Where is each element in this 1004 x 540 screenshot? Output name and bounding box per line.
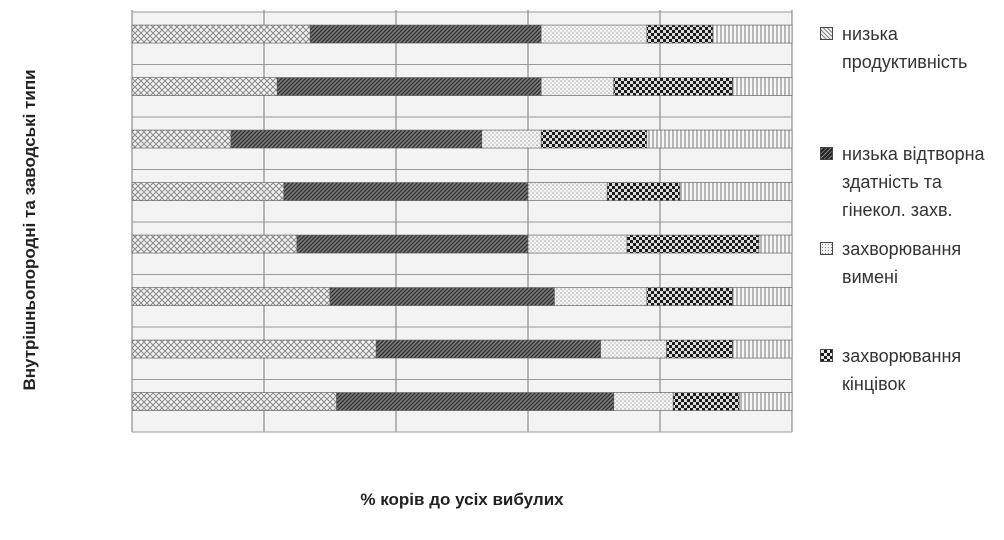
legend-label: низька відтворна здатність та гінекол. з… — [842, 144, 985, 220]
x-axis-label: % корів до усіх вибулих — [360, 490, 564, 509]
bar-segment-series-4-row-4 — [758, 234, 793, 254]
bar-segment-series-4-row-7 — [738, 392, 793, 411]
bar-segment-series-0-row-1 — [131, 77, 278, 96]
bar-segment-series-0-row-4 — [131, 234, 298, 254]
legend-label: захворювання вимені — [842, 239, 962, 287]
bars — [131, 24, 793, 411]
legend-swatch-dots — [820, 242, 833, 255]
bar-segment-series-0-row-2 — [131, 129, 232, 149]
legend-item-low-productivity: низька продуктивність — [820, 20, 1004, 76]
legend-item-udder: захворювання вимені — [820, 235, 1004, 291]
bar-segment-series-2-row-0 — [540, 24, 648, 44]
bar-segment-series-4-row-0 — [712, 24, 793, 44]
bar-segment-series-3-row-1 — [613, 77, 733, 96]
legend-label: низька продуктивність — [842, 24, 968, 72]
bar-segment-series-1-row-3 — [283, 182, 529, 201]
bar-segment-series-2-row-2 — [481, 129, 542, 149]
y-axis-label: Внутрішньопородні та заводські типи — [20, 69, 39, 391]
bar-segment-series-0-row-0 — [131, 24, 311, 44]
bar-segment-series-4-row-1 — [732, 77, 793, 96]
bar-segment-series-1-row-4 — [296, 234, 529, 254]
legend-item-limbs: захворювання кінцівок — [820, 342, 1004, 398]
legend-swatch-checker — [820, 349, 833, 362]
bar-segment-series-2-row-7 — [613, 392, 674, 411]
y-axis-label-wrap: Внутрішньопородні та заводські типи — [0, 0, 60, 460]
bar-segment-series-3-row-7 — [672, 392, 740, 411]
bar-segment-series-2-row-6 — [600, 339, 667, 359]
bar-segment-series-3-row-5 — [646, 287, 733, 306]
bar-segment-series-2-row-3 — [527, 182, 608, 201]
legend-item-reproduction: низька відтворна здатність та гінекол. з… — [820, 140, 1004, 224]
bar-segment-series-3-row-2 — [540, 129, 648, 149]
legend-swatch-diagonal — [820, 147, 833, 160]
bar-segment-series-3-row-0 — [646, 24, 714, 44]
bar-segment-series-0-row-3 — [131, 182, 285, 201]
bar-segment-series-0-row-7 — [131, 392, 337, 411]
bar-segment-series-1-row-1 — [276, 77, 542, 96]
bar-segment-series-2-row-5 — [554, 287, 648, 306]
bar-segment-series-4-row-2 — [646, 129, 793, 149]
bar-segment-series-0-row-5 — [131, 287, 331, 306]
bar-segment-series-4-row-5 — [732, 287, 793, 306]
bar-segment-series-3-row-6 — [666, 339, 733, 359]
bar-segment-series-1-row-2 — [230, 129, 483, 149]
bar-segment-series-2-row-1 — [540, 77, 615, 96]
bar-segment-series-4-row-6 — [732, 339, 793, 359]
bar-segment-series-1-row-0 — [309, 24, 542, 44]
legend-swatch-crosshatch — [820, 27, 833, 40]
bar-segment-series-3-row-3 — [606, 182, 681, 201]
bar-segment-series-1-row-6 — [375, 339, 601, 359]
bar-segment-series-4-row-3 — [679, 182, 793, 201]
bar-segment-series-1-row-7 — [336, 392, 615, 411]
bar-segment-series-0-row-6 — [131, 339, 377, 359]
bar-segment-series-1-row-5 — [329, 287, 555, 306]
legend-label: захворювання кінцівок — [842, 346, 962, 394]
bar-segment-series-2-row-4 — [527, 234, 628, 254]
bar-segment-series-3-row-4 — [626, 234, 760, 254]
